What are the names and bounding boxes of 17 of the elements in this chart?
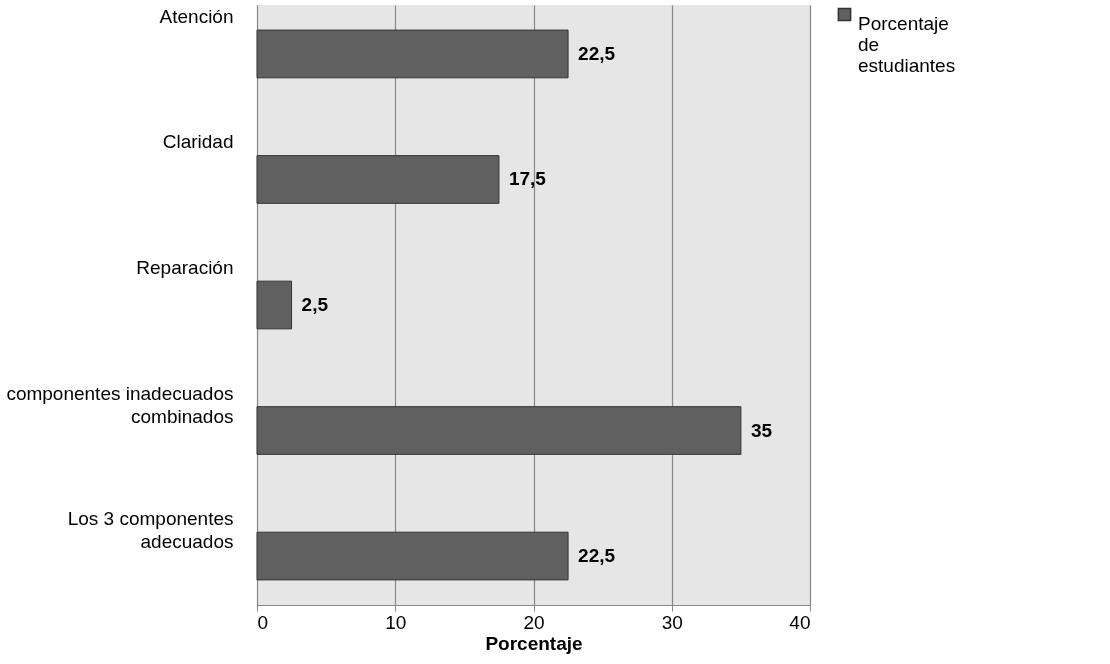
x-tick-label: 30 (661, 611, 683, 633)
x-tick-label: 0 (257, 611, 269, 633)
text: 22,5 (578, 42, 616, 64)
y-tick-label: componentes inadecuados combinados (6, 382, 234, 427)
y-tick-label: Reparación (136, 257, 234, 278)
x-tick-label: 10 (385, 611, 407, 633)
y-tick-label: Claridad (162, 131, 234, 153)
text: 35 (750, 419, 773, 441)
text: 22,5 (578, 545, 616, 567)
y-tick-label: Atención (159, 5, 234, 27)
x-tick-label: 20 (523, 611, 545, 633)
x-axis-title: Porcentaje (485, 632, 583, 654)
x-tick-label: 40 (789, 611, 811, 633)
y-tick-label: Los 3 componentes adecuados (67, 508, 234, 553)
legend-label: Porcentaje de estudiantes (858, 12, 956, 76)
text: 2,5 (301, 294, 328, 315)
text: 17,5 (508, 168, 546, 190)
